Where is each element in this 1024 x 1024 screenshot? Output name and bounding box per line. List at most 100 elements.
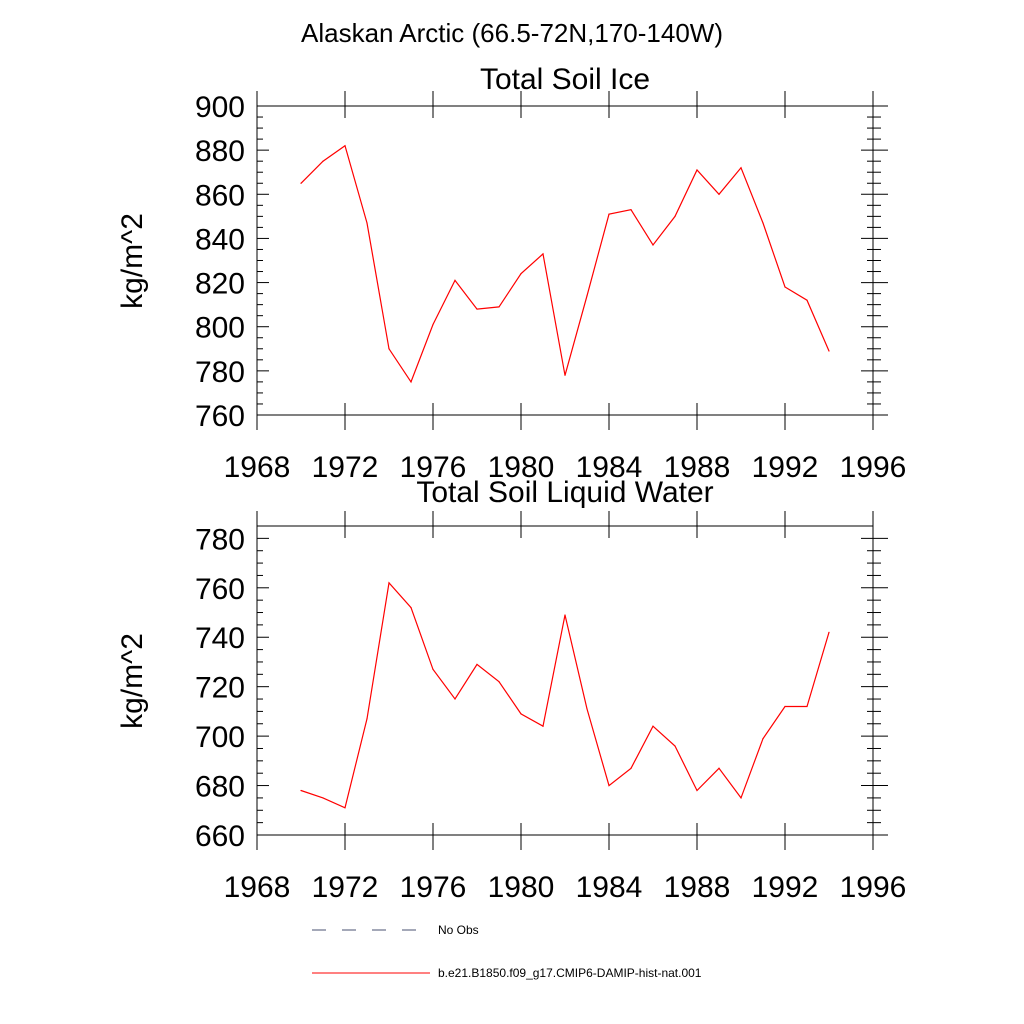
panel-total-soil-liquid-water: Total Soil Liquid Water kg/m^2 1968 1972 1… [116, 476, 906, 904]
data-point [322, 160, 324, 162]
data-point [300, 789, 302, 792]
data-point [344, 807, 346, 809]
data-point [432, 323, 434, 326]
legend-label-model: b.e21.B1850.f09_g17.CMIP6-DAMIP-hist-nat… [438, 966, 702, 980]
plot-frame [256, 105, 874, 416]
x-tick-label: 1984 [576, 451, 643, 484]
data-point [476, 308, 478, 310]
data-point [674, 745, 676, 747]
y-axis-label: kg/m^2 [116, 633, 149, 729]
series-line [300, 581, 830, 809]
data-point [300, 182, 302, 184]
y-tick-label: 680 [195, 771, 245, 804]
data-point [432, 668, 434, 670]
data-point [410, 381, 412, 383]
y-tick-label: 780 [195, 356, 245, 389]
data-point [828, 631, 830, 633]
data-point [608, 213, 610, 215]
data-point [366, 222, 368, 224]
data-point [344, 145, 346, 147]
data-point [410, 606, 412, 609]
x-tick-label: 1980 [488, 871, 555, 904]
figure-title: Alaskan Arctic (66.5-72N,170-140W) [301, 18, 723, 48]
panel-total-soil-ice: Total Soil Ice kg/m^2 1968 1972 1976 1980 19… [116, 63, 906, 484]
x-tick-label: 1988 [664, 451, 731, 484]
x-tick-label: 1980 [488, 451, 555, 484]
data-point [586, 708, 588, 710]
data-point [696, 169, 698, 171]
x-tick-label: 1996 [840, 871, 907, 904]
data-point [498, 681, 500, 683]
data-point [784, 705, 786, 708]
legend: No Obs b.e21.B1850.f09_g17.CMIP6-DAMIP-h… [312, 923, 702, 980]
data-point [498, 306, 500, 308]
data-point [608, 784, 610, 787]
data-point [388, 582, 390, 584]
y-tick-label: 740 [195, 622, 245, 655]
y-tick-label: 880 [195, 135, 245, 168]
data-point [762, 222, 764, 224]
y-tick-label: 800 [195, 312, 245, 345]
y-tick-label: 900 [195, 91, 245, 124]
x-tick-label: 1968 [224, 871, 291, 904]
data-point [674, 215, 676, 217]
axes: 1968 1972 1976 1980 1984 1988 1992 1996 660 680 70… [195, 511, 906, 904]
data-point [740, 167, 742, 169]
y-axis-label: kg/m^2 [116, 213, 149, 309]
data-point [630, 209, 632, 211]
y-tick-label: 780 [195, 523, 245, 556]
x-tick-label: 1972 [312, 871, 379, 904]
x-tick-label: 1984 [576, 871, 643, 904]
data-point [630, 767, 632, 769]
data-series [300, 581, 830, 809]
x-tick-label: 1972 [312, 451, 379, 484]
x-tick-label: 1968 [224, 451, 291, 484]
chart-title: Total Soil Ice [480, 63, 650, 96]
data-point [454, 279, 456, 281]
data-point [696, 789, 698, 792]
data-series [300, 144, 830, 384]
data-point [366, 718, 368, 720]
data-point [520, 713, 522, 715]
y-tick-label: 820 [195, 268, 245, 301]
chart-title: Total Soil Liquid Water [416, 476, 713, 509]
data-point [388, 348, 390, 350]
data-point [542, 253, 544, 255]
y-tick-label: 860 [195, 179, 245, 212]
data-point [828, 350, 830, 352]
data-point [718, 193, 720, 195]
x-tick-label: 1976 [400, 451, 467, 484]
data-point [454, 698, 456, 700]
data-point [740, 797, 742, 799]
data-point [652, 244, 654, 246]
axes: 1968 1972 1976 1980 1984 1988 1992 1996 760 780 80… [195, 91, 906, 484]
data-point [322, 797, 324, 799]
data-point [718, 767, 720, 769]
data-point [784, 286, 786, 288]
data-point [564, 374, 566, 376]
data-point [806, 705, 808, 708]
legend-label-no-obs: No Obs [438, 923, 479, 937]
y-tick-label: 760 [195, 573, 245, 606]
data-point [652, 725, 654, 727]
y-tick-label: 660 [195, 820, 245, 853]
x-tick-label: 1992 [752, 451, 819, 484]
x-tick-label: 1992 [752, 871, 819, 904]
plot-frame [256, 525, 874, 836]
data-point [564, 614, 566, 616]
data-point [476, 663, 478, 666]
data-point [806, 299, 808, 301]
x-tick-label: 1976 [400, 871, 467, 904]
y-tick-label: 720 [195, 672, 245, 705]
y-tick-label: 700 [195, 721, 245, 754]
data-point [520, 273, 522, 275]
y-tick-label: 760 [195, 400, 245, 433]
data-point [586, 295, 588, 297]
x-tick-label: 1996 [840, 451, 907, 484]
y-tick-label: 840 [195, 223, 245, 256]
series-line [300, 144, 830, 384]
data-point [542, 725, 544, 727]
data-point [762, 737, 764, 740]
x-tick-label: 1988 [664, 871, 731, 904]
